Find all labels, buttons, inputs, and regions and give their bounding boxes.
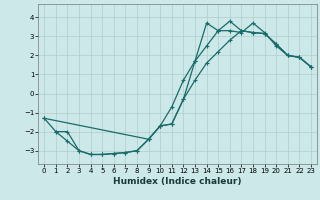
X-axis label: Humidex (Indice chaleur): Humidex (Indice chaleur) [113,177,242,186]
